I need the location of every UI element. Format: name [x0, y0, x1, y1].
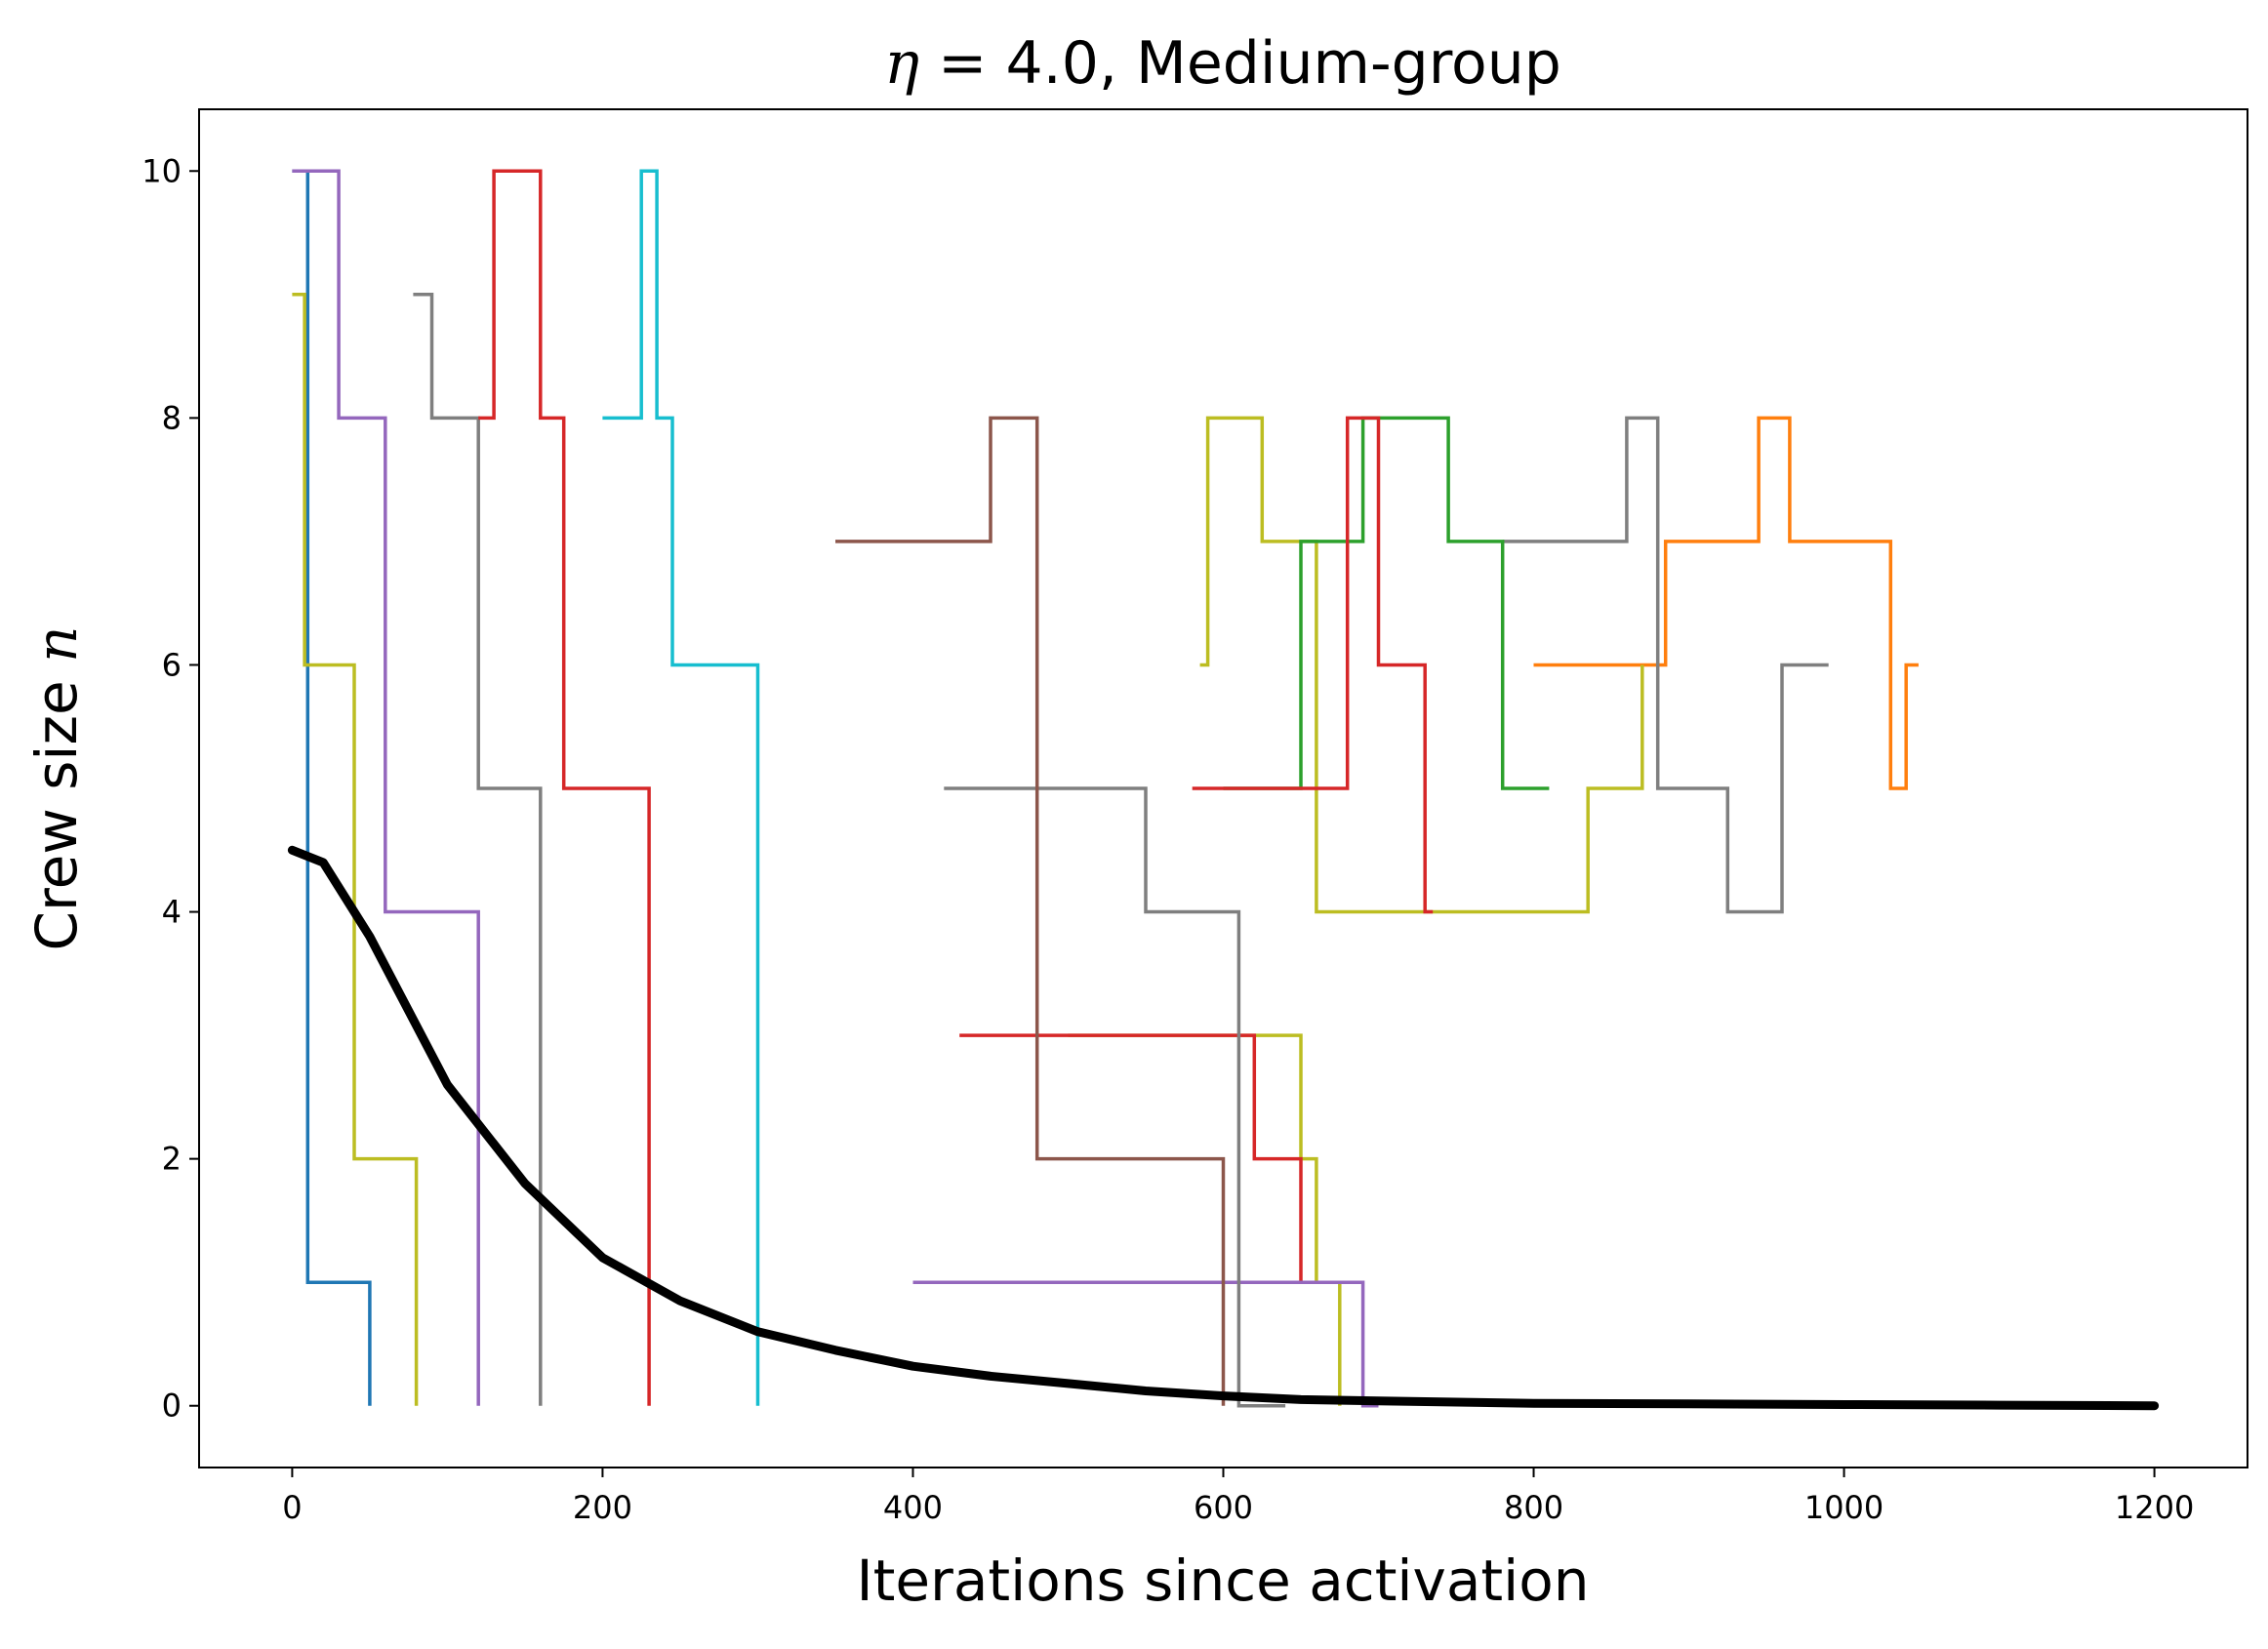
- y-tick-label: 4: [162, 894, 182, 931]
- mean-layer: [287, 845, 2160, 1411]
- title-eta: η: [884, 29, 919, 98]
- x-tick-label: 400: [883, 1489, 943, 1526]
- x-tick-label: 200: [573, 1489, 632, 1526]
- x-tick-label: 1000: [1804, 1489, 1883, 1526]
- x-tick-label: 0: [282, 1489, 302, 1526]
- y-tick-label: 6: [162, 646, 182, 683]
- x-tick-label: 600: [1194, 1489, 1253, 1526]
- x-tick-label: 1200: [2115, 1489, 2194, 1526]
- series-line-5: [478, 169, 651, 1406]
- series-line-8: [1502, 416, 1829, 914]
- series-line-9: [1199, 416, 1644, 914]
- series-layer: [292, 169, 1919, 1408]
- y-axis-ticks: 0 2 4 6 8 10: [142, 152, 199, 1425]
- title-text: 4.0, Medium-group: [1005, 29, 1560, 98]
- y-tick-label: 0: [162, 1388, 182, 1425]
- x-axis-ticks: 0 200 400 600 800 1000 1200: [282, 1468, 2194, 1526]
- series-line-15: [944, 786, 1286, 1408]
- y-tick-label: 2: [162, 1141, 182, 1178]
- x-tick-label: 800: [1504, 1489, 1563, 1526]
- series-line-10: [1223, 416, 1550, 790]
- y-tick-label: 10: [142, 152, 182, 189]
- series-line-7: [1533, 416, 1919, 790]
- series-line-6: [602, 169, 760, 1406]
- title-equals: =: [919, 29, 1005, 98]
- y-axis-label: Crew size n: [23, 626, 90, 951]
- y-axis-label-text: Crew size: [23, 663, 90, 951]
- chart-title: η = 4.0, Medium-group: [884, 29, 1561, 98]
- y-tick-label: 8: [162, 399, 182, 436]
- series-line-2: [292, 169, 480, 1406]
- y-axis-label-var: n: [23, 626, 90, 663]
- x-axis-label: Iterations since activation: [856, 1548, 1589, 1614]
- series-line-3: [292, 293, 419, 1406]
- mean-line: [287, 845, 2160, 1411]
- series-line-14: [912, 1280, 1379, 1408]
- series-line-11: [1192, 416, 1434, 914]
- series-line-16: [835, 416, 1226, 1406]
